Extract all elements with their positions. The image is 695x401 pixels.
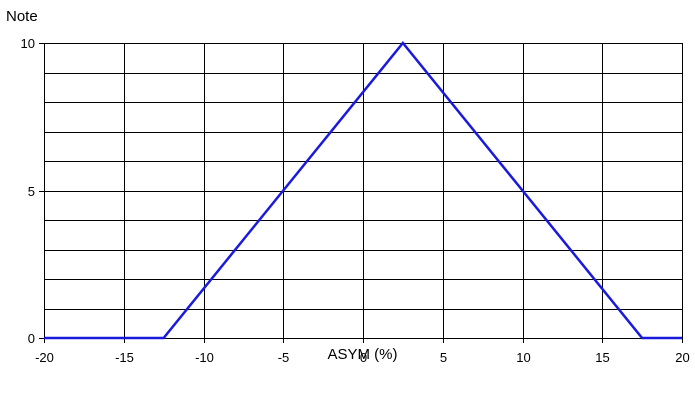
x-tick-label: 10 xyxy=(516,350,530,365)
y-tick-label: 0 xyxy=(28,331,35,346)
x-tick-label: 5 xyxy=(440,350,447,365)
x-tick-label: -10 xyxy=(195,350,214,365)
y-tick-label: 10 xyxy=(21,36,35,51)
x-tick-label: 20 xyxy=(675,350,689,365)
y-tick-label: 5 xyxy=(28,184,35,199)
x-tick-label: 0 xyxy=(360,350,367,365)
x-tick-label: -15 xyxy=(115,350,134,365)
x-tick-label: -20 xyxy=(35,350,54,365)
x-tick-label: 15 xyxy=(595,350,609,365)
series-line xyxy=(44,41,682,340)
x-axis-title: ASYM (%) xyxy=(327,346,398,363)
y-axis-title: Note xyxy=(6,8,38,25)
x-tick-label: -5 xyxy=(278,350,290,365)
